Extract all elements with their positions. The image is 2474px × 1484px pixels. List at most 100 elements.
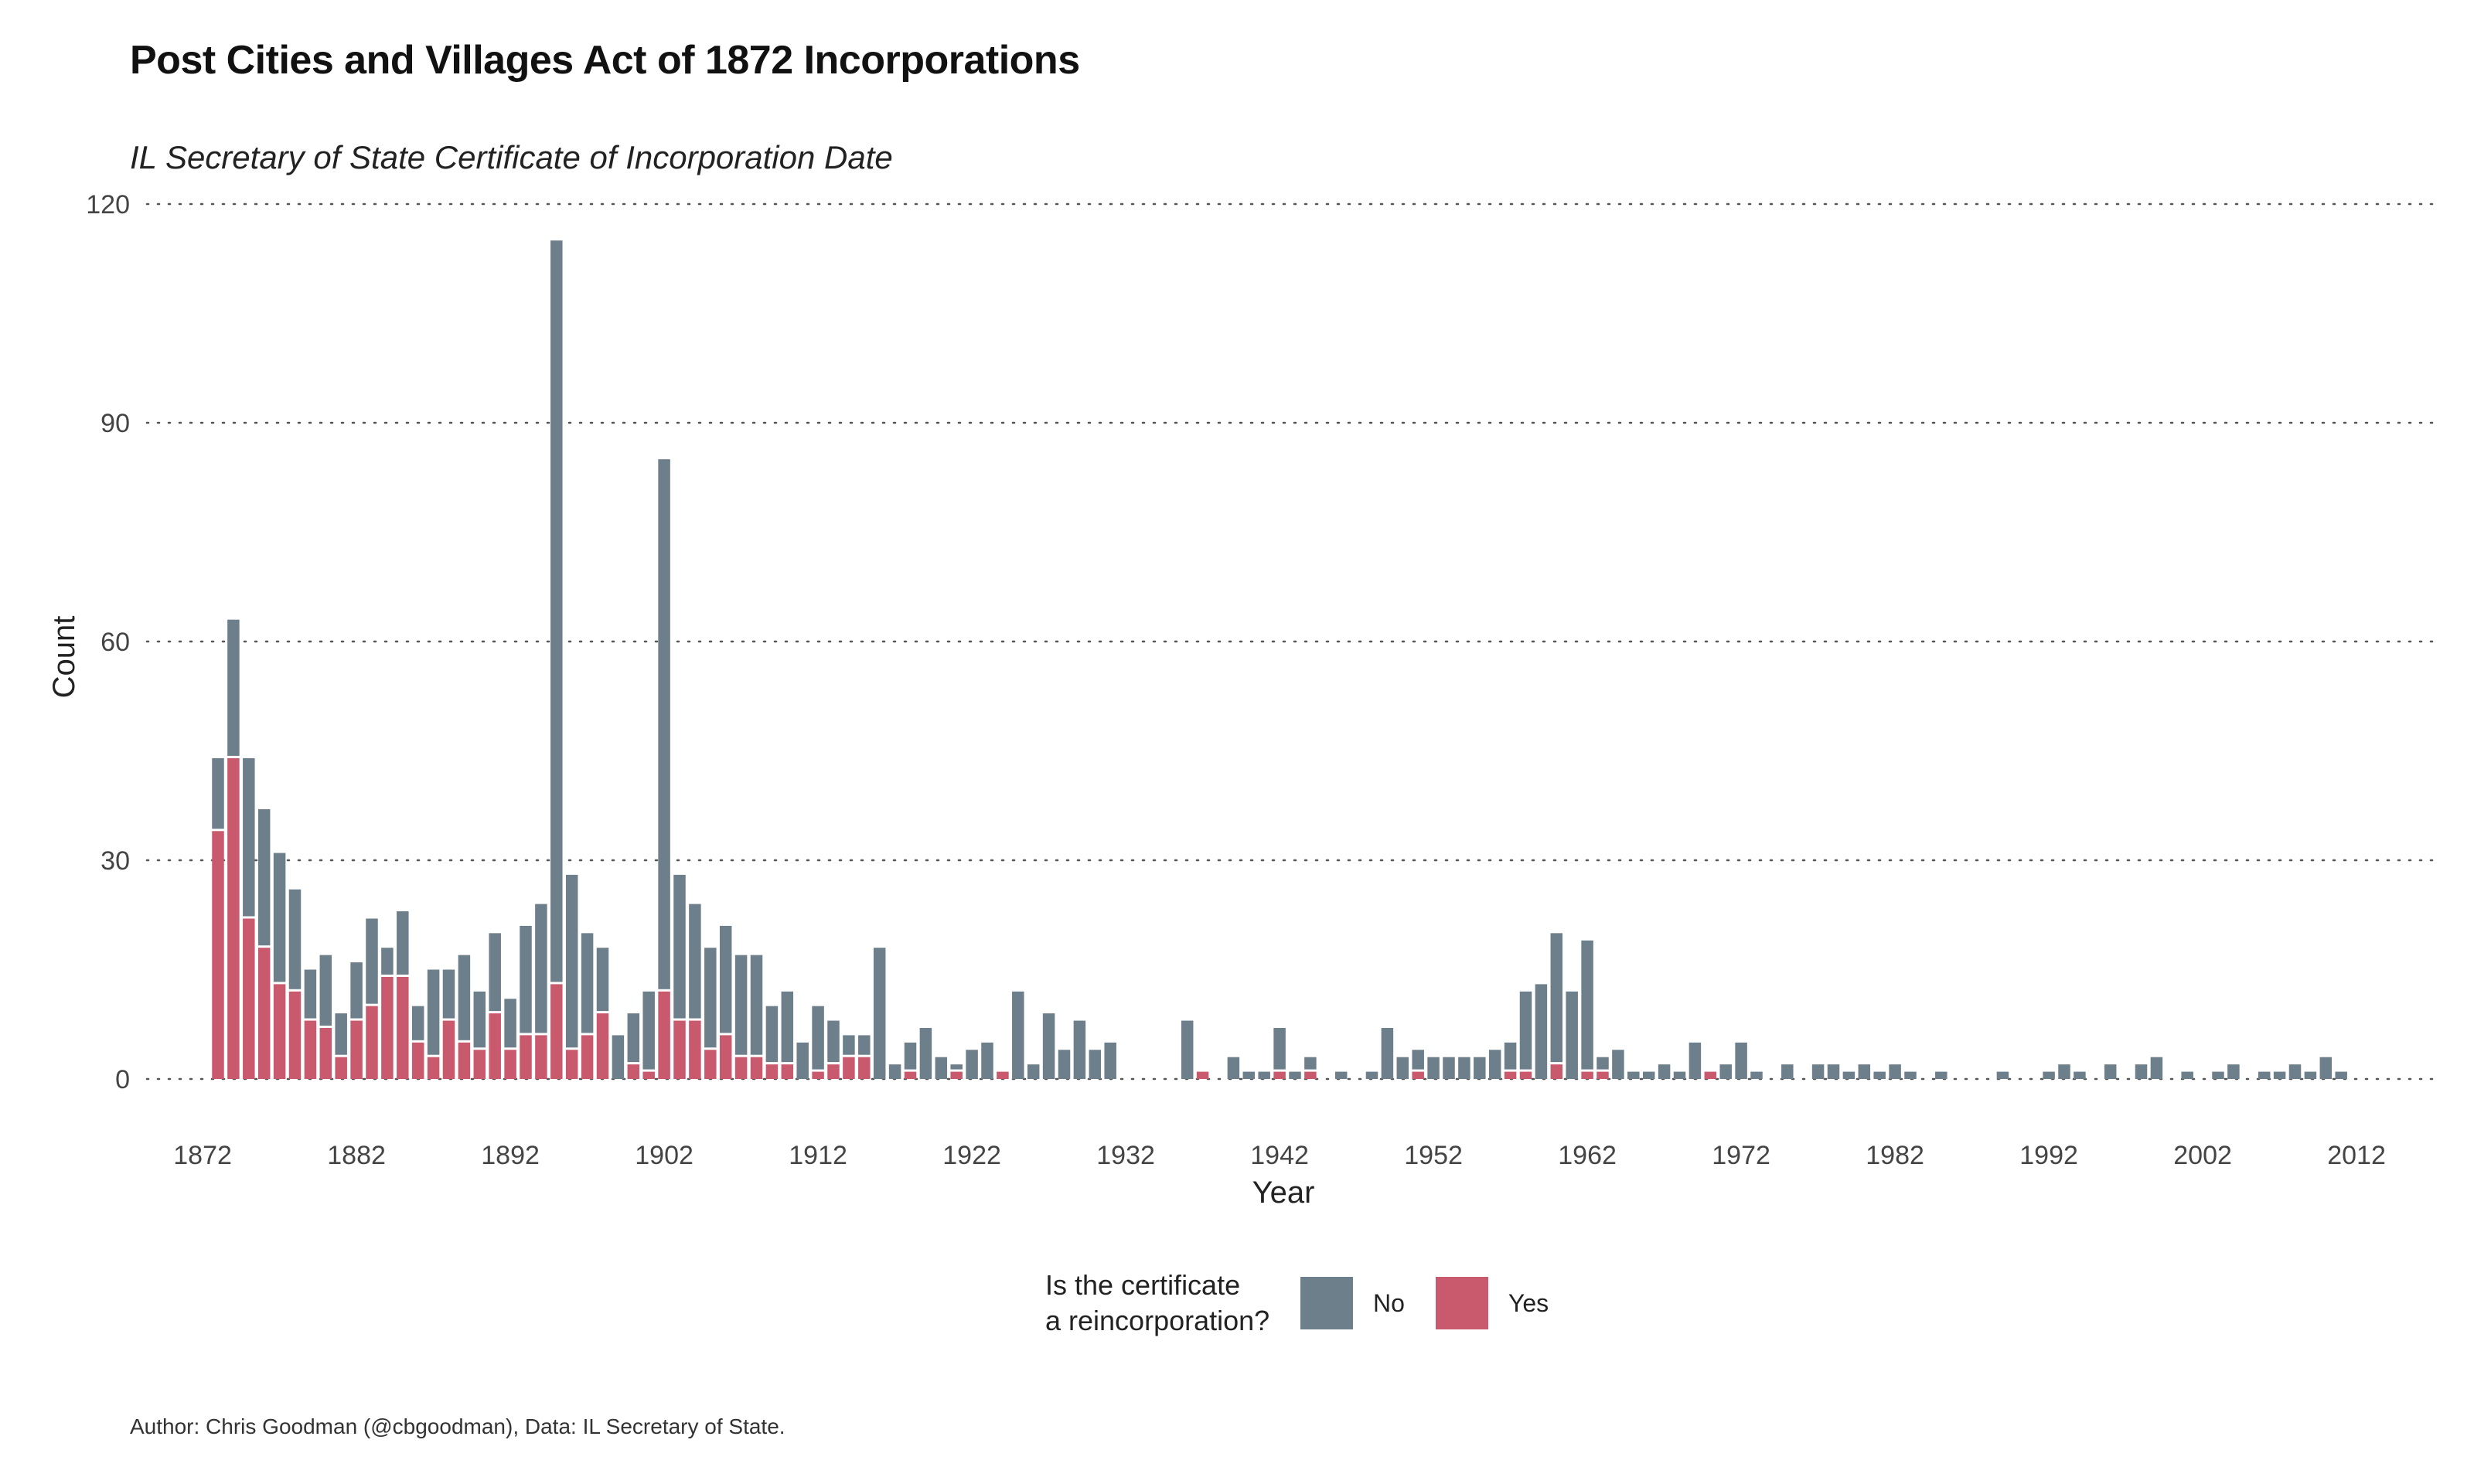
bar-no	[257, 808, 271, 946]
bar-yes	[1412, 1071, 1424, 1079]
x-tick-label: 1922	[942, 1141, 1001, 1170]
bar-no	[2150, 1057, 2163, 1079]
bar-yes	[442, 1020, 455, 1079]
bar-no	[904, 1042, 917, 1070]
bar-no	[919, 1027, 932, 1079]
bar-no	[1412, 1050, 1424, 1070]
bar-yes	[366, 1006, 378, 1079]
legend: Is the certificate a reincorporation? No…	[1045, 1268, 1572, 1339]
bar-no	[1242, 1071, 1256, 1079]
bar-no	[966, 1050, 978, 1079]
x-tick-label: 1902	[635, 1141, 693, 1170]
bar-no	[489, 933, 501, 1012]
bar-yes	[335, 1057, 347, 1079]
bar-yes	[858, 1057, 871, 1079]
bar-no	[1889, 1064, 1901, 1079]
chart-title: Post Cities and Villages Act of 1872 Inc…	[130, 38, 1080, 83]
bar-no	[2074, 1071, 2086, 1079]
bar-no	[1781, 1064, 1794, 1079]
bar-yes	[1597, 1071, 1609, 1079]
y-tick-label: 60	[101, 628, 130, 657]
bar-no	[1458, 1057, 1470, 1079]
bar-no	[719, 925, 732, 1033]
bar-no	[843, 1035, 855, 1055]
bar-yes	[1196, 1071, 1209, 1079]
bar-no	[581, 933, 594, 1033]
bar-no	[2258, 1071, 2271, 1079]
bar-no	[2104, 1064, 2117, 1079]
bar-no	[1258, 1071, 1270, 1079]
bar-no	[1581, 940, 1593, 1070]
bar-yes	[257, 948, 271, 1079]
bar-yes	[750, 1057, 763, 1079]
bar-yes	[535, 1035, 547, 1079]
bar-no	[1089, 1050, 1102, 1079]
bar-yes	[627, 1064, 640, 1079]
bar-no	[1427, 1057, 1440, 1079]
chart-subtitle: IL Secretary of State Certificate of Inc…	[130, 139, 893, 175]
bar-yes	[350, 1020, 363, 1079]
bar-yes	[658, 991, 670, 1079]
x-tick-label: 1882	[327, 1141, 386, 1170]
bar-no	[1012, 991, 1024, 1079]
bar-yes	[273, 984, 286, 1079]
bar-no	[1443, 1057, 1455, 1079]
bar-no	[1750, 1071, 1763, 1079]
bar-no	[1689, 1042, 1702, 1079]
bar-no	[1550, 933, 1563, 1063]
bar-yes	[812, 1071, 824, 1079]
bar-yes	[1550, 1064, 1563, 1079]
bar-no	[1842, 1071, 1855, 1079]
bar-no	[1735, 1042, 1747, 1079]
bar-yes	[565, 1050, 578, 1079]
bar-yes	[1704, 1071, 1717, 1079]
bar-no	[658, 459, 670, 989]
bar-yes	[734, 1057, 748, 1079]
bar-no	[888, 1064, 901, 1079]
bar-no	[1488, 1050, 1501, 1079]
bar-no	[1827, 1064, 1840, 1079]
bar-no	[596, 948, 609, 1012]
bar-no	[1719, 1064, 1732, 1079]
bar-yes	[689, 1020, 701, 1079]
bar-no	[827, 1020, 840, 1063]
bar-no	[935, 1057, 948, 1079]
bar-no	[2043, 1071, 2055, 1079]
bar-yes	[781, 1064, 794, 1079]
legend-title: Is the certificate a reincorporation?	[1045, 1268, 1293, 1339]
bar-no	[1042, 1013, 1055, 1079]
x-tick-label: 1892	[481, 1141, 540, 1170]
bar-no	[1073, 1020, 1086, 1079]
x-tick-label: 1932	[1096, 1141, 1155, 1170]
x-tick-label: 1992	[2019, 1141, 2078, 1170]
bar-no	[1612, 1050, 1624, 1079]
bar-yes	[411, 1042, 424, 1079]
bar-no	[458, 955, 471, 1040]
bar-yes	[704, 1050, 717, 1079]
legend-item-yes: Yes	[1435, 1277, 1549, 1329]
bar-no	[1873, 1071, 1886, 1079]
bar-no	[319, 955, 332, 1026]
bar-yes	[243, 918, 255, 1079]
bar-no	[504, 999, 516, 1048]
bar-yes	[397, 976, 409, 1079]
bar-no	[520, 925, 532, 1033]
bar-no	[642, 991, 655, 1070]
bar-no	[335, 1013, 347, 1055]
x-axis-title: Year	[1252, 1176, 1315, 1210]
bar-yes	[642, 1071, 655, 1079]
bar-no	[304, 969, 317, 1019]
bar-no	[473, 991, 486, 1048]
bar-yes	[1273, 1071, 1286, 1079]
bar-yes	[1519, 1071, 1532, 1079]
bar-no	[2288, 1064, 2302, 1079]
bar-no	[1058, 1050, 1071, 1079]
bar-yes	[381, 976, 394, 1079]
bar-no	[273, 853, 286, 982]
bar-no	[612, 1035, 625, 1079]
bar-no	[627, 1013, 640, 1063]
bar-no	[1935, 1071, 1948, 1079]
legend-title-line2: a reincorporation?	[1045, 1305, 1270, 1336]
y-tick-label: 30	[101, 846, 130, 876]
bar-no	[2058, 1064, 2070, 1079]
